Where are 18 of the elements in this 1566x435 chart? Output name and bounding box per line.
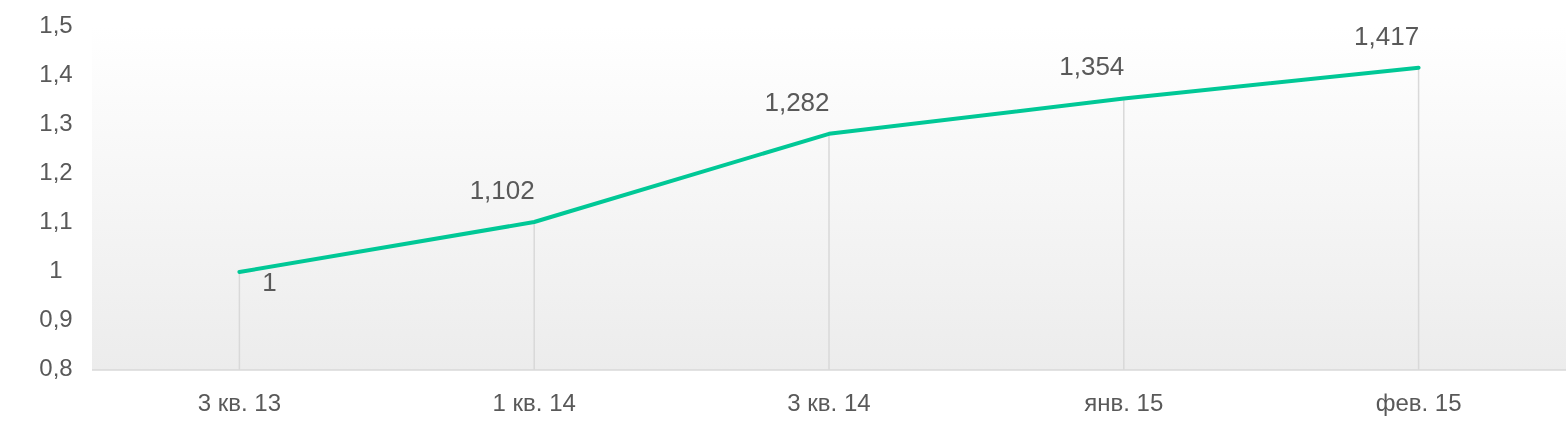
y-tick-label: 1,5: [39, 11, 73, 39]
y-tick-label: 1: [49, 256, 63, 284]
y-tick-label: 0,8: [39, 354, 73, 382]
x-tick-label: 3 кв. 14: [787, 389, 871, 417]
x-tick-label: фев. 15: [1375, 389, 1462, 417]
text: 1,354: [1059, 51, 1125, 82]
y-tick-label: 1,4: [39, 60, 73, 88]
y-tick-label: 1,3: [39, 109, 73, 137]
x-tick-label: 1 кв. 14: [492, 389, 576, 417]
text: 1,282: [764, 86, 830, 117]
x-tick-label: 3 кв. 13: [197, 389, 282, 417]
text: 1,417: [1354, 20, 1420, 51]
text: 1,102: [469, 174, 535, 205]
text: 1: [262, 266, 277, 297]
x-tick-label: янв. 15: [1084, 389, 1164, 417]
y-tick-label: 1,1: [39, 207, 73, 235]
y-tick-label: 0,9: [39, 305, 73, 333]
y-tick-label: 1,2: [39, 158, 73, 186]
